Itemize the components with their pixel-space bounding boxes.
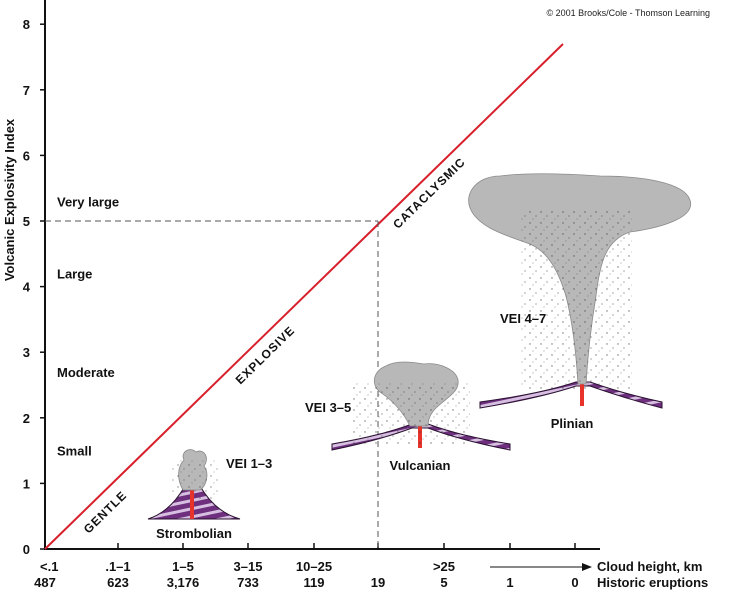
historic-eruptions-value: 487 [34,575,56,590]
cloud-height-value: .1–1 [105,559,130,574]
y-tick-label: 3 [23,345,30,360]
cloud-height-value: <.1 [40,559,58,574]
y-tick-label: 0 [23,542,30,557]
historic-eruptions-value: 5 [440,575,447,590]
vulcanian-illustration [331,361,511,451]
cloud-height-value: 1–5 [172,559,194,574]
gentle-label: GENTLE [81,488,130,536]
historic-eruptions-value: 1 [506,575,513,590]
arrow-head-icon [582,563,592,571]
historic-eruptions-value: 0 [571,575,578,590]
cloud-height-value: >25 [433,559,455,574]
size-class-label: Small [57,444,92,459]
strombolian-illustration [147,449,241,520]
plinian-vei-label: VEI 4–7 [500,311,546,326]
explosivity-diagonal [44,43,564,550]
size-class-label: Moderate [57,365,115,380]
size-class-labels: Small Moderate Large Very large [57,194,119,458]
cloud-height-value: 3–15 [234,559,263,574]
strombolian-vei-label: VEI 1–3 [226,456,272,471]
y-axis-label: Volcanic Explosivity Index [2,118,17,281]
cataclysmic-label: CATACLYSMIC [390,155,468,232]
y-tick-label: 2 [23,411,30,426]
y-tick-label: 1 [23,476,30,491]
vulcanian-vei-label: VEI 3–5 [305,400,351,415]
strombolian-name: Strombolian [156,526,232,541]
copyright-credit: © 2001 Brooks/Cole - Thomson Learning [546,8,710,18]
vulcanian-name: Vulcanian [390,458,451,473]
historic-eruptions-value: 623 [107,575,129,590]
historic-eruptions-value: 19 [371,575,385,590]
cloud-height-label: Cloud height, km [597,559,702,574]
y-tick-label: 6 [23,148,30,163]
historic-eruptions-label: Historic eruptions [597,575,708,590]
y-tick-label: 4 [23,280,31,295]
plinian-name: Plinian [551,416,594,431]
historic-eruptions-value: 119 [304,575,325,590]
plinian-illustration [468,173,691,409]
historic-eruptions-value: 733 [237,575,259,590]
size-class-label: Large [57,266,92,281]
historic-eruptions-value: 3,176 [167,575,200,590]
y-tick-label: 5 [23,214,30,229]
y-axis-ticks: 0 1 2 3 4 5 6 7 8 [23,17,45,557]
cloud-height-value: 10–25 [296,559,332,574]
y-tick-label: 8 [23,17,30,32]
y-tick-label: 7 [23,83,30,98]
size-class-label: Very large [57,194,119,209]
